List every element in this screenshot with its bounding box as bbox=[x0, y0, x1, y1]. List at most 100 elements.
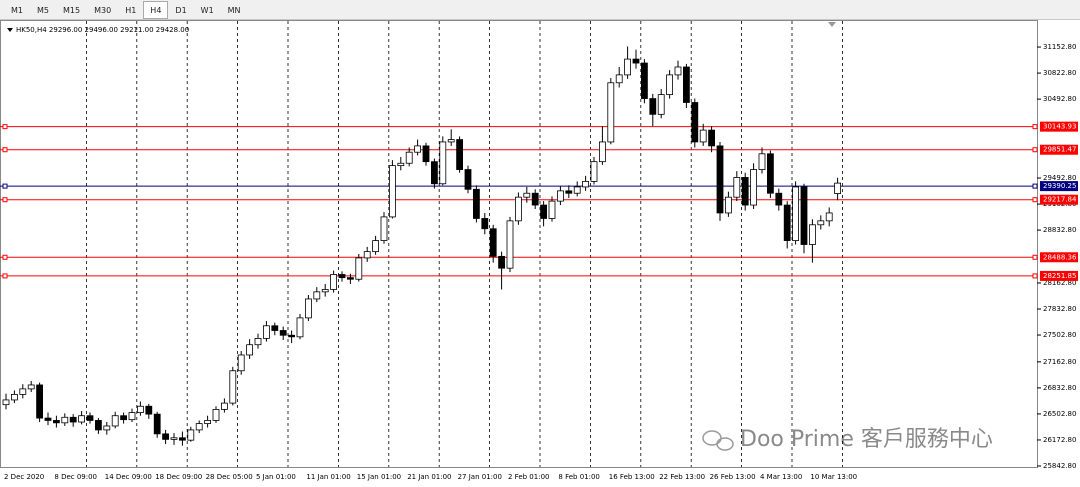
candle-body bbox=[120, 415, 127, 421]
level-label: 29217.84 bbox=[1043, 196, 1077, 204]
x-tick-label: 26 Feb 13:00 bbox=[710, 473, 756, 481]
candle-body bbox=[69, 416, 77, 423]
candle-body bbox=[456, 139, 464, 170]
timeframe-tab[interactable]: M15 bbox=[63, 6, 81, 15]
chart-header: HK50,H4 29296.00 29496.00 29211.00 29428… bbox=[16, 26, 189, 34]
candle bbox=[204, 415, 212, 428]
candle bbox=[53, 415, 60, 428]
watermark-icon bbox=[702, 430, 734, 451]
candle bbox=[548, 196, 556, 222]
candle-body bbox=[388, 165, 396, 218]
timeframe-tab[interactable]: M1 bbox=[11, 6, 23, 15]
candle-body bbox=[741, 177, 749, 206]
candle-body bbox=[632, 58, 640, 64]
x-tick-label: 8 Feb 01:00 bbox=[558, 473, 599, 481]
candle-body bbox=[220, 402, 228, 410]
candle-body bbox=[439, 141, 447, 185]
candle-body bbox=[430, 161, 438, 185]
y-tick-label: 29492.80 bbox=[1043, 174, 1076, 182]
candle bbox=[363, 246, 371, 262]
timeframe-tab[interactable]: H4 bbox=[143, 1, 169, 19]
candle-body bbox=[78, 415, 85, 423]
candle-body bbox=[414, 145, 422, 153]
candle bbox=[464, 165, 472, 194]
candle-body bbox=[481, 218, 489, 230]
menu-arrow bbox=[7, 28, 13, 32]
timeframe-toolbar: M1 M5 M15 M30 H1 H4 D1 W1 MN bbox=[0, 0, 1080, 20]
level-anchor bbox=[1032, 124, 1038, 130]
candle bbox=[699, 123, 707, 146]
candle-body bbox=[128, 412, 136, 421]
candle bbox=[725, 191, 732, 217]
candle bbox=[481, 212, 489, 235]
candle bbox=[817, 215, 825, 230]
candle-body bbox=[624, 58, 631, 76]
candle bbox=[414, 139, 422, 156]
candle-body bbox=[531, 192, 539, 206]
candle bbox=[531, 189, 539, 210]
timeframe-tab[interactable]: M5 bbox=[37, 6, 49, 15]
candle-body bbox=[523, 192, 531, 198]
candle-body bbox=[666, 74, 673, 96]
candle bbox=[641, 59, 648, 104]
candle-body bbox=[288, 334, 296, 338]
candle-body bbox=[464, 169, 472, 190]
candle bbox=[136, 401, 144, 416]
shift-marker bbox=[828, 22, 836, 27]
level-anchor bbox=[2, 147, 8, 153]
candle bbox=[178, 431, 186, 446]
timeframe-tab[interactable]: MN bbox=[227, 6, 241, 15]
candle-body bbox=[599, 141, 606, 163]
level-label-box bbox=[1040, 270, 1078, 281]
candle bbox=[825, 207, 833, 227]
candle bbox=[405, 147, 413, 167]
level-label: 28488.36 bbox=[1043, 253, 1077, 261]
candle-body bbox=[498, 255, 506, 269]
candle-body bbox=[355, 257, 363, 280]
candle bbox=[573, 181, 581, 197]
y-tick-label: 31152.80 bbox=[1043, 43, 1076, 51]
timeframe-tab[interactable]: H1 bbox=[125, 6, 137, 15]
level-anchor bbox=[2, 197, 8, 203]
candle bbox=[834, 177, 841, 201]
candle-body bbox=[809, 224, 816, 245]
y-tick-label: 26172.80 bbox=[1043, 436, 1076, 444]
candle bbox=[498, 251, 506, 290]
candle bbox=[246, 339, 254, 359]
candle-body bbox=[136, 405, 144, 413]
candle bbox=[10, 390, 18, 404]
candle-body bbox=[792, 186, 799, 241]
candle bbox=[237, 351, 245, 375]
candle bbox=[615, 66, 623, 88]
candle-body bbox=[447, 139, 455, 143]
y-tick-label: 28832.80 bbox=[1043, 226, 1076, 234]
timeframe-tab[interactable]: W1 bbox=[200, 6, 214, 15]
level-label: 30143.93 bbox=[1043, 123, 1076, 131]
candle bbox=[800, 183, 808, 254]
level-anchor bbox=[1032, 254, 1038, 260]
candle bbox=[212, 406, 220, 423]
timeframe-tab[interactable]: M30 bbox=[94, 6, 112, 15]
x-tick-label: 10 Mar 13:00 bbox=[810, 473, 857, 481]
candle bbox=[758, 147, 766, 174]
candle bbox=[716, 141, 724, 221]
candle-body bbox=[674, 66, 682, 76]
candle bbox=[103, 422, 111, 435]
watermark: Doo Prime 客戶服務中心 bbox=[740, 427, 993, 452]
level-anchor bbox=[1032, 197, 1038, 203]
candle-body bbox=[733, 177, 741, 198]
candle-body bbox=[540, 204, 547, 219]
y-tick-label: 30822.80 bbox=[1043, 69, 1076, 77]
candle bbox=[750, 163, 757, 210]
candle bbox=[61, 413, 69, 426]
level-anchor bbox=[2, 183, 8, 189]
candle bbox=[657, 89, 665, 119]
candle-body bbox=[767, 153, 774, 194]
candle bbox=[304, 295, 312, 322]
candle-body bbox=[582, 180, 589, 188]
timeframe-tab[interactable]: D1 bbox=[175, 6, 187, 15]
level-label-box bbox=[1040, 181, 1078, 192]
candle-body bbox=[683, 66, 690, 103]
level-label-box bbox=[1040, 252, 1078, 263]
candle-body bbox=[246, 344, 254, 356]
